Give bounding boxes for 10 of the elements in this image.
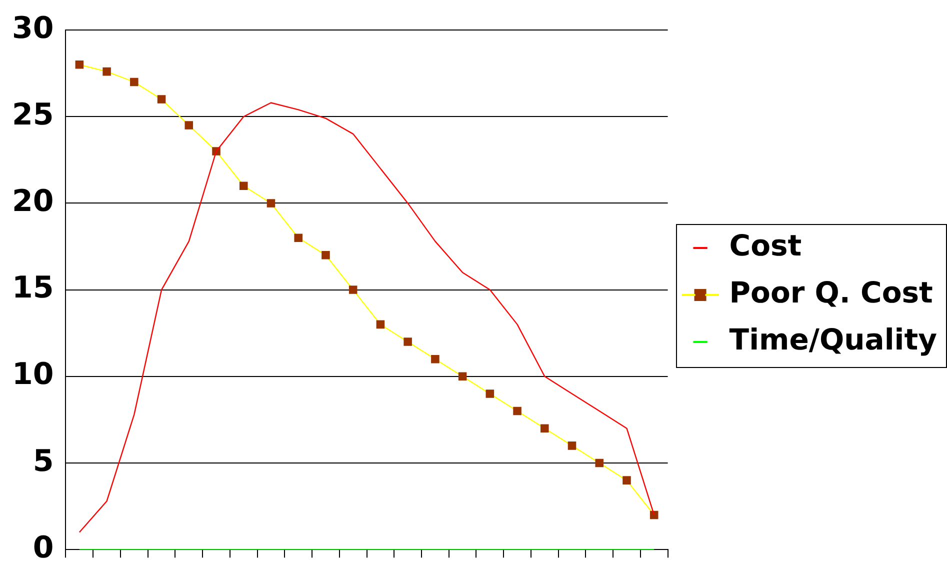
y-tick-label: 20 (12, 184, 54, 219)
legend-label: Cost (729, 228, 802, 263)
y-tick-label: 5 (32, 444, 54, 479)
y-tick-label: 15 (12, 270, 54, 306)
y-tick-label: 25 (12, 97, 54, 132)
legend-label: Time/Quality (729, 322, 938, 357)
y-tick-label: 10 (12, 357, 54, 392)
y-tick-label: 30 (12, 10, 54, 46)
legend-label: Poor Q. Cost (729, 276, 934, 310)
y-tick-label: 0 (32, 530, 54, 566)
